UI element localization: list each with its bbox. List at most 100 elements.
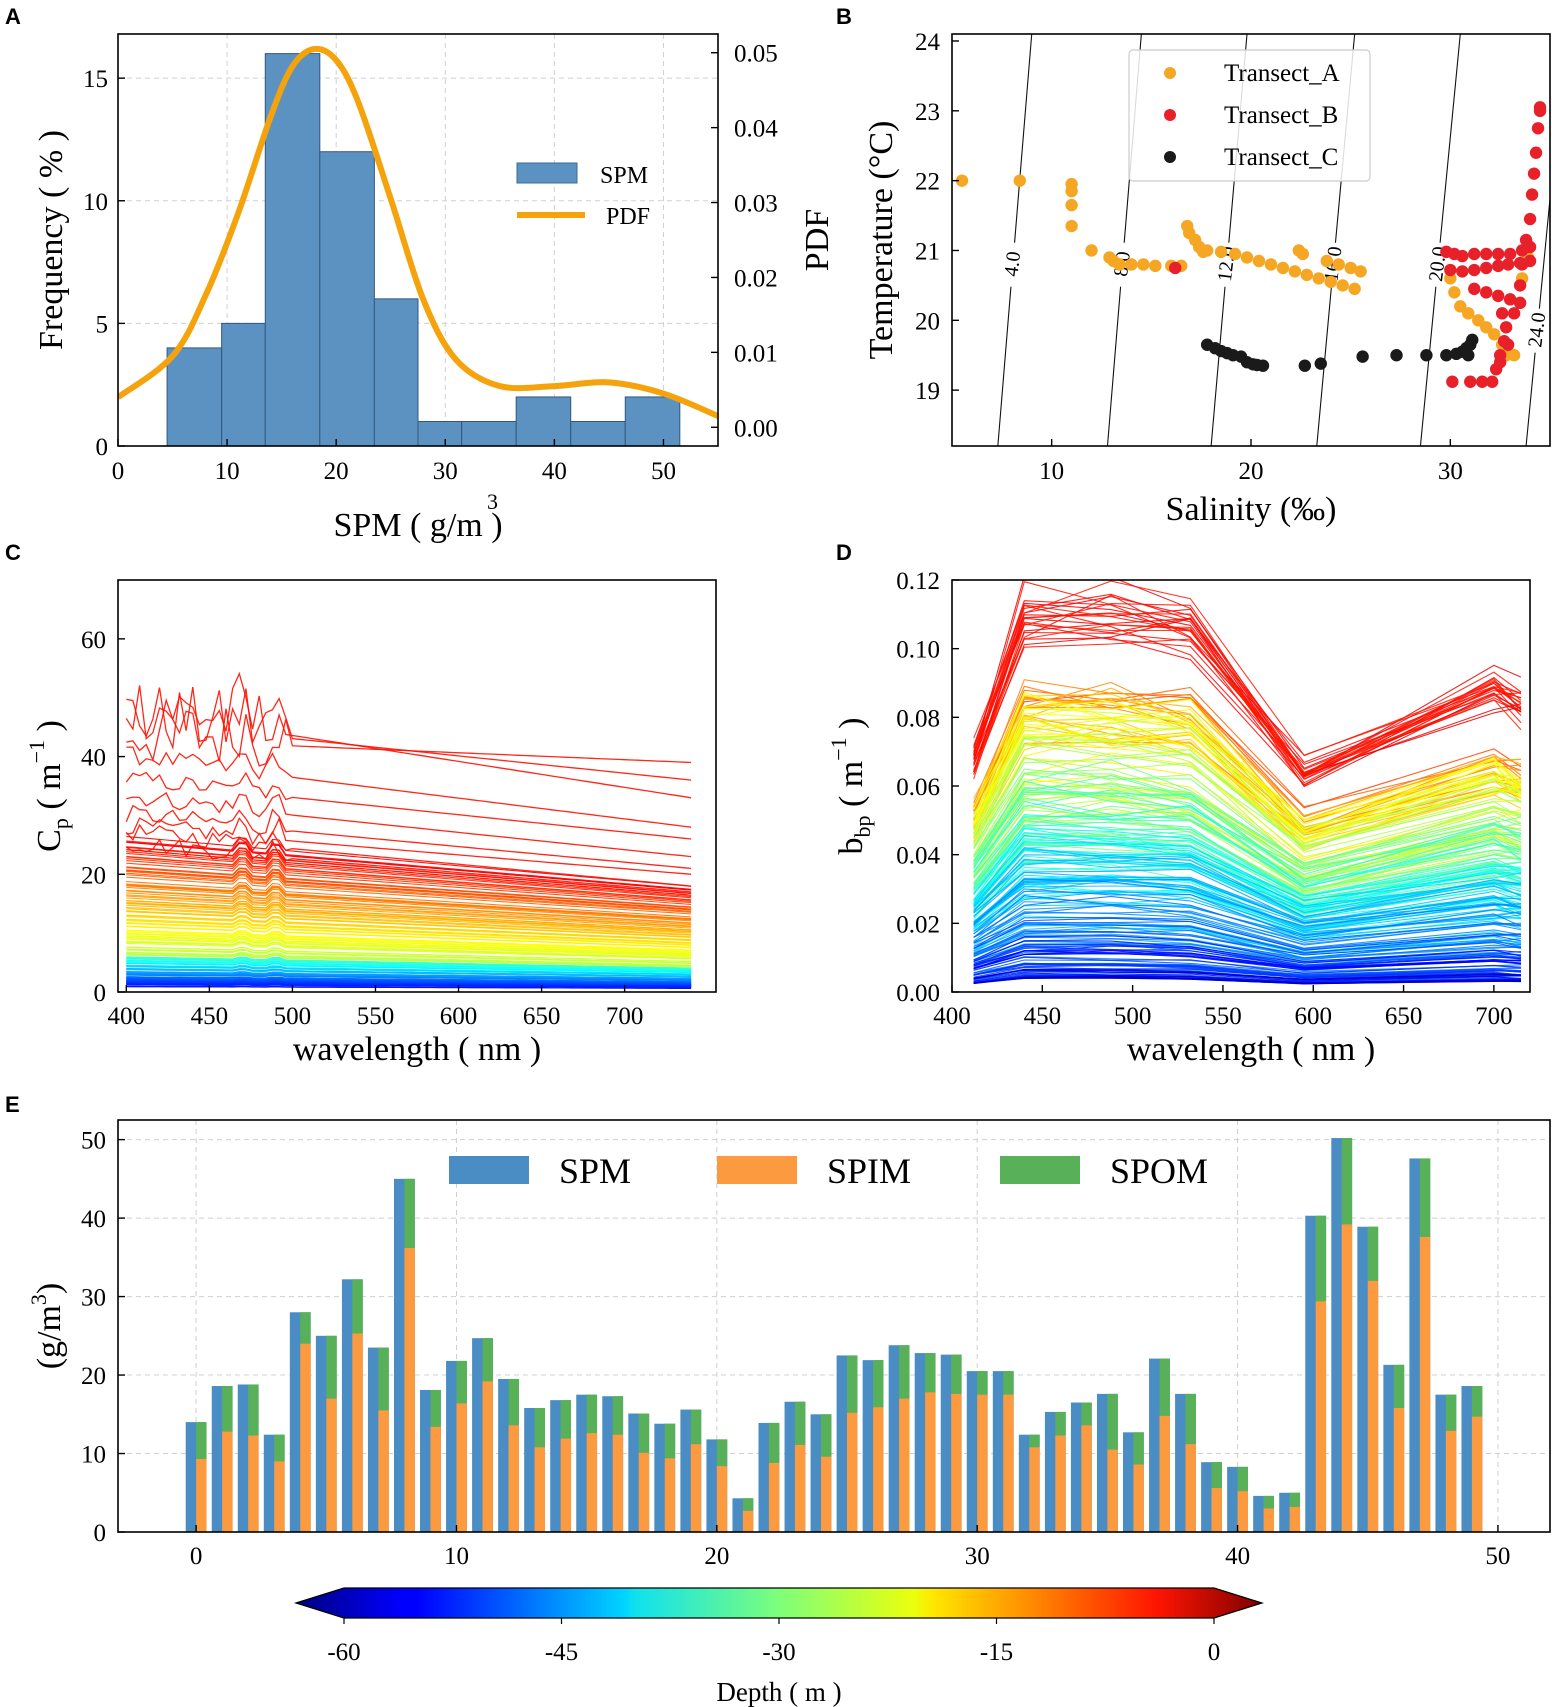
bbp-spectrum-line [973, 624, 1522, 784]
cp-spectrum-line [126, 895, 692, 928]
cp-spectrum-line [126, 855, 692, 901]
bbp-spectrum-line [973, 713, 1522, 829]
panel-b-xtick-label: 10 [1039, 458, 1064, 485]
ts-point-transect-b [1533, 101, 1547, 114]
cp-spectrum-line [126, 867, 692, 909]
spom-bar [1081, 1402, 1092, 1426]
bbp-spectrum-line [973, 966, 1522, 979]
spom-bar [508, 1378, 519, 1426]
ts-point-transect-b [1523, 212, 1537, 226]
ts-point-transect-a [1348, 282, 1361, 296]
spim-bar [1185, 1444, 1196, 1532]
panel-d-xlabel: wavelength ( nm ) [1127, 1031, 1375, 1068]
ts-point-transect-c [1356, 350, 1369, 363]
bbp-spectrum-line [973, 623, 1522, 780]
legend-marker-transect-b [1164, 109, 1176, 121]
ts-point-transect-a [1013, 174, 1026, 187]
bbp-spectrum-line [973, 686, 1522, 812]
spom-bar [1237, 1466, 1248, 1492]
bbp-spectrum-line [973, 848, 1522, 914]
ts-point-transect-b [1456, 249, 1469, 263]
spim-bar [300, 1343, 311, 1532]
panel-e-ytick-label: 50 [81, 1128, 106, 1155]
bbp-spectrum-line [973, 800, 1522, 889]
bbp-spectrum-line [973, 940, 1522, 964]
ts-point-transect-a [1336, 279, 1349, 292]
legend-label-transect-c: Transect_C [1224, 144, 1338, 171]
spim-bar [951, 1393, 962, 1532]
cp-spectrum-line [126, 872, 692, 912]
cp-spectrum-line [126, 914, 692, 941]
panel-b-ts-diagram: 4.08.012.016.020.024.0 10203019202122232… [863, 29, 1551, 528]
legend-label-transect-b: Transect_B [1224, 102, 1338, 129]
ts-point-transect-b [1493, 356, 1507, 369]
ts-point-transect-b [1491, 247, 1505, 261]
colorbar-label: Depth ( m ) [716, 1677, 841, 1707]
cp-spectrum-line [126, 910, 692, 938]
cp-spectrum-line [126, 962, 692, 974]
ts-point-transect-b [1501, 338, 1515, 351]
cp-spectrum-line [126, 892, 692, 926]
panel-b-ylabel: Temperature (°C) [863, 121, 900, 360]
panel-b-legend-box [1128, 49, 1371, 182]
spim-bar [768, 1462, 780, 1532]
bbp-spectrum-line [973, 613, 1522, 774]
panel-a-legend: SPM PDF [516, 162, 650, 230]
spim-bar [794, 1444, 806, 1532]
bbp-spectrum-line [973, 878, 1522, 927]
histogram-bar [624, 396, 681, 447]
spim-bar [1289, 1506, 1301, 1532]
cp-spectrum-line [126, 792, 692, 858]
cp-subscript: p [48, 818, 73, 829]
cp-spectrum-line [126, 883, 692, 920]
bbp-spectrum-line [973, 725, 1522, 848]
panel-b-ytick-label: 24 [915, 29, 941, 56]
panel-b-points [955, 101, 1547, 388]
spom-bar [1159, 1358, 1170, 1416]
bbp-spectrum-line [973, 580, 1522, 757]
panel-c-ylabel: Cp ( m−1 ) [24, 720, 73, 852]
spim-bar [1367, 1280, 1379, 1532]
bbp-spectrum-line [973, 594, 1522, 787]
histogram-bar [570, 420, 626, 447]
cp-spectrum-line [126, 841, 692, 891]
spim-bar [820, 1456, 832, 1532]
spom-bar [1107, 1393, 1118, 1450]
ts-point-transect-c [1466, 333, 1479, 347]
panel-d-bbp-spectra: 400 450 500 550 600 650 700 0.00 0.02 0.04 0.06 0.0… [826, 568, 1531, 1068]
legend-marker-transect-a [1164, 67, 1176, 79]
spim-bar [638, 1452, 650, 1532]
spim-bar [456, 1403, 467, 1532]
spom-bar [1003, 1371, 1014, 1395]
svg-text:Cp ( m−1 ): Cp ( m−1 ) [24, 720, 73, 852]
ts-point-transect-b [1464, 375, 1477, 388]
bbp-spectrum-line [973, 753, 1522, 850]
panel-b-xtick-label: 20 [1239, 458, 1264, 485]
spom-bar [300, 1312, 311, 1344]
panel-e-ytick-label: 20 [81, 1363, 106, 1390]
cp-spectrum-line [126, 862, 692, 905]
bbp-unit: ( m [833, 761, 870, 816]
panel-e-xtick-label: 0 [190, 1543, 203, 1570]
cp-spectrum-line [126, 922, 692, 946]
pdf-curve [118, 45, 718, 419]
bbp-spectrum-line [973, 791, 1522, 869]
spim-bar [847, 1412, 858, 1532]
bbp-spectrum-line [973, 804, 1522, 892]
cp-spectrum-line [125, 837, 692, 893]
ts-point-transect-a [955, 174, 969, 187]
panel-c-cp-spectra: 400 450 500 550 600 650 700 0 20 40 60 wavelength … [24, 579, 717, 1068]
cp-spectrum-line [126, 869, 692, 910]
ts-point-transect-a [1480, 321, 1493, 334]
bbp-spectrum-line [973, 841, 1522, 902]
cp-spectrum-line [126, 935, 692, 955]
spim-bar [925, 1392, 936, 1532]
spom-bar [716, 1439, 728, 1467]
panel-b-xtick-label: 30 [1438, 458, 1463, 485]
cp-spectrum-line [126, 978, 692, 984]
cp-spectrum-line [126, 974, 692, 982]
spom-bar [1211, 1462, 1222, 1489]
cp-spectrum-line [126, 686, 692, 781]
cp-spectrum-line [126, 920, 692, 945]
bbp-spectrum-line [973, 950, 1522, 969]
